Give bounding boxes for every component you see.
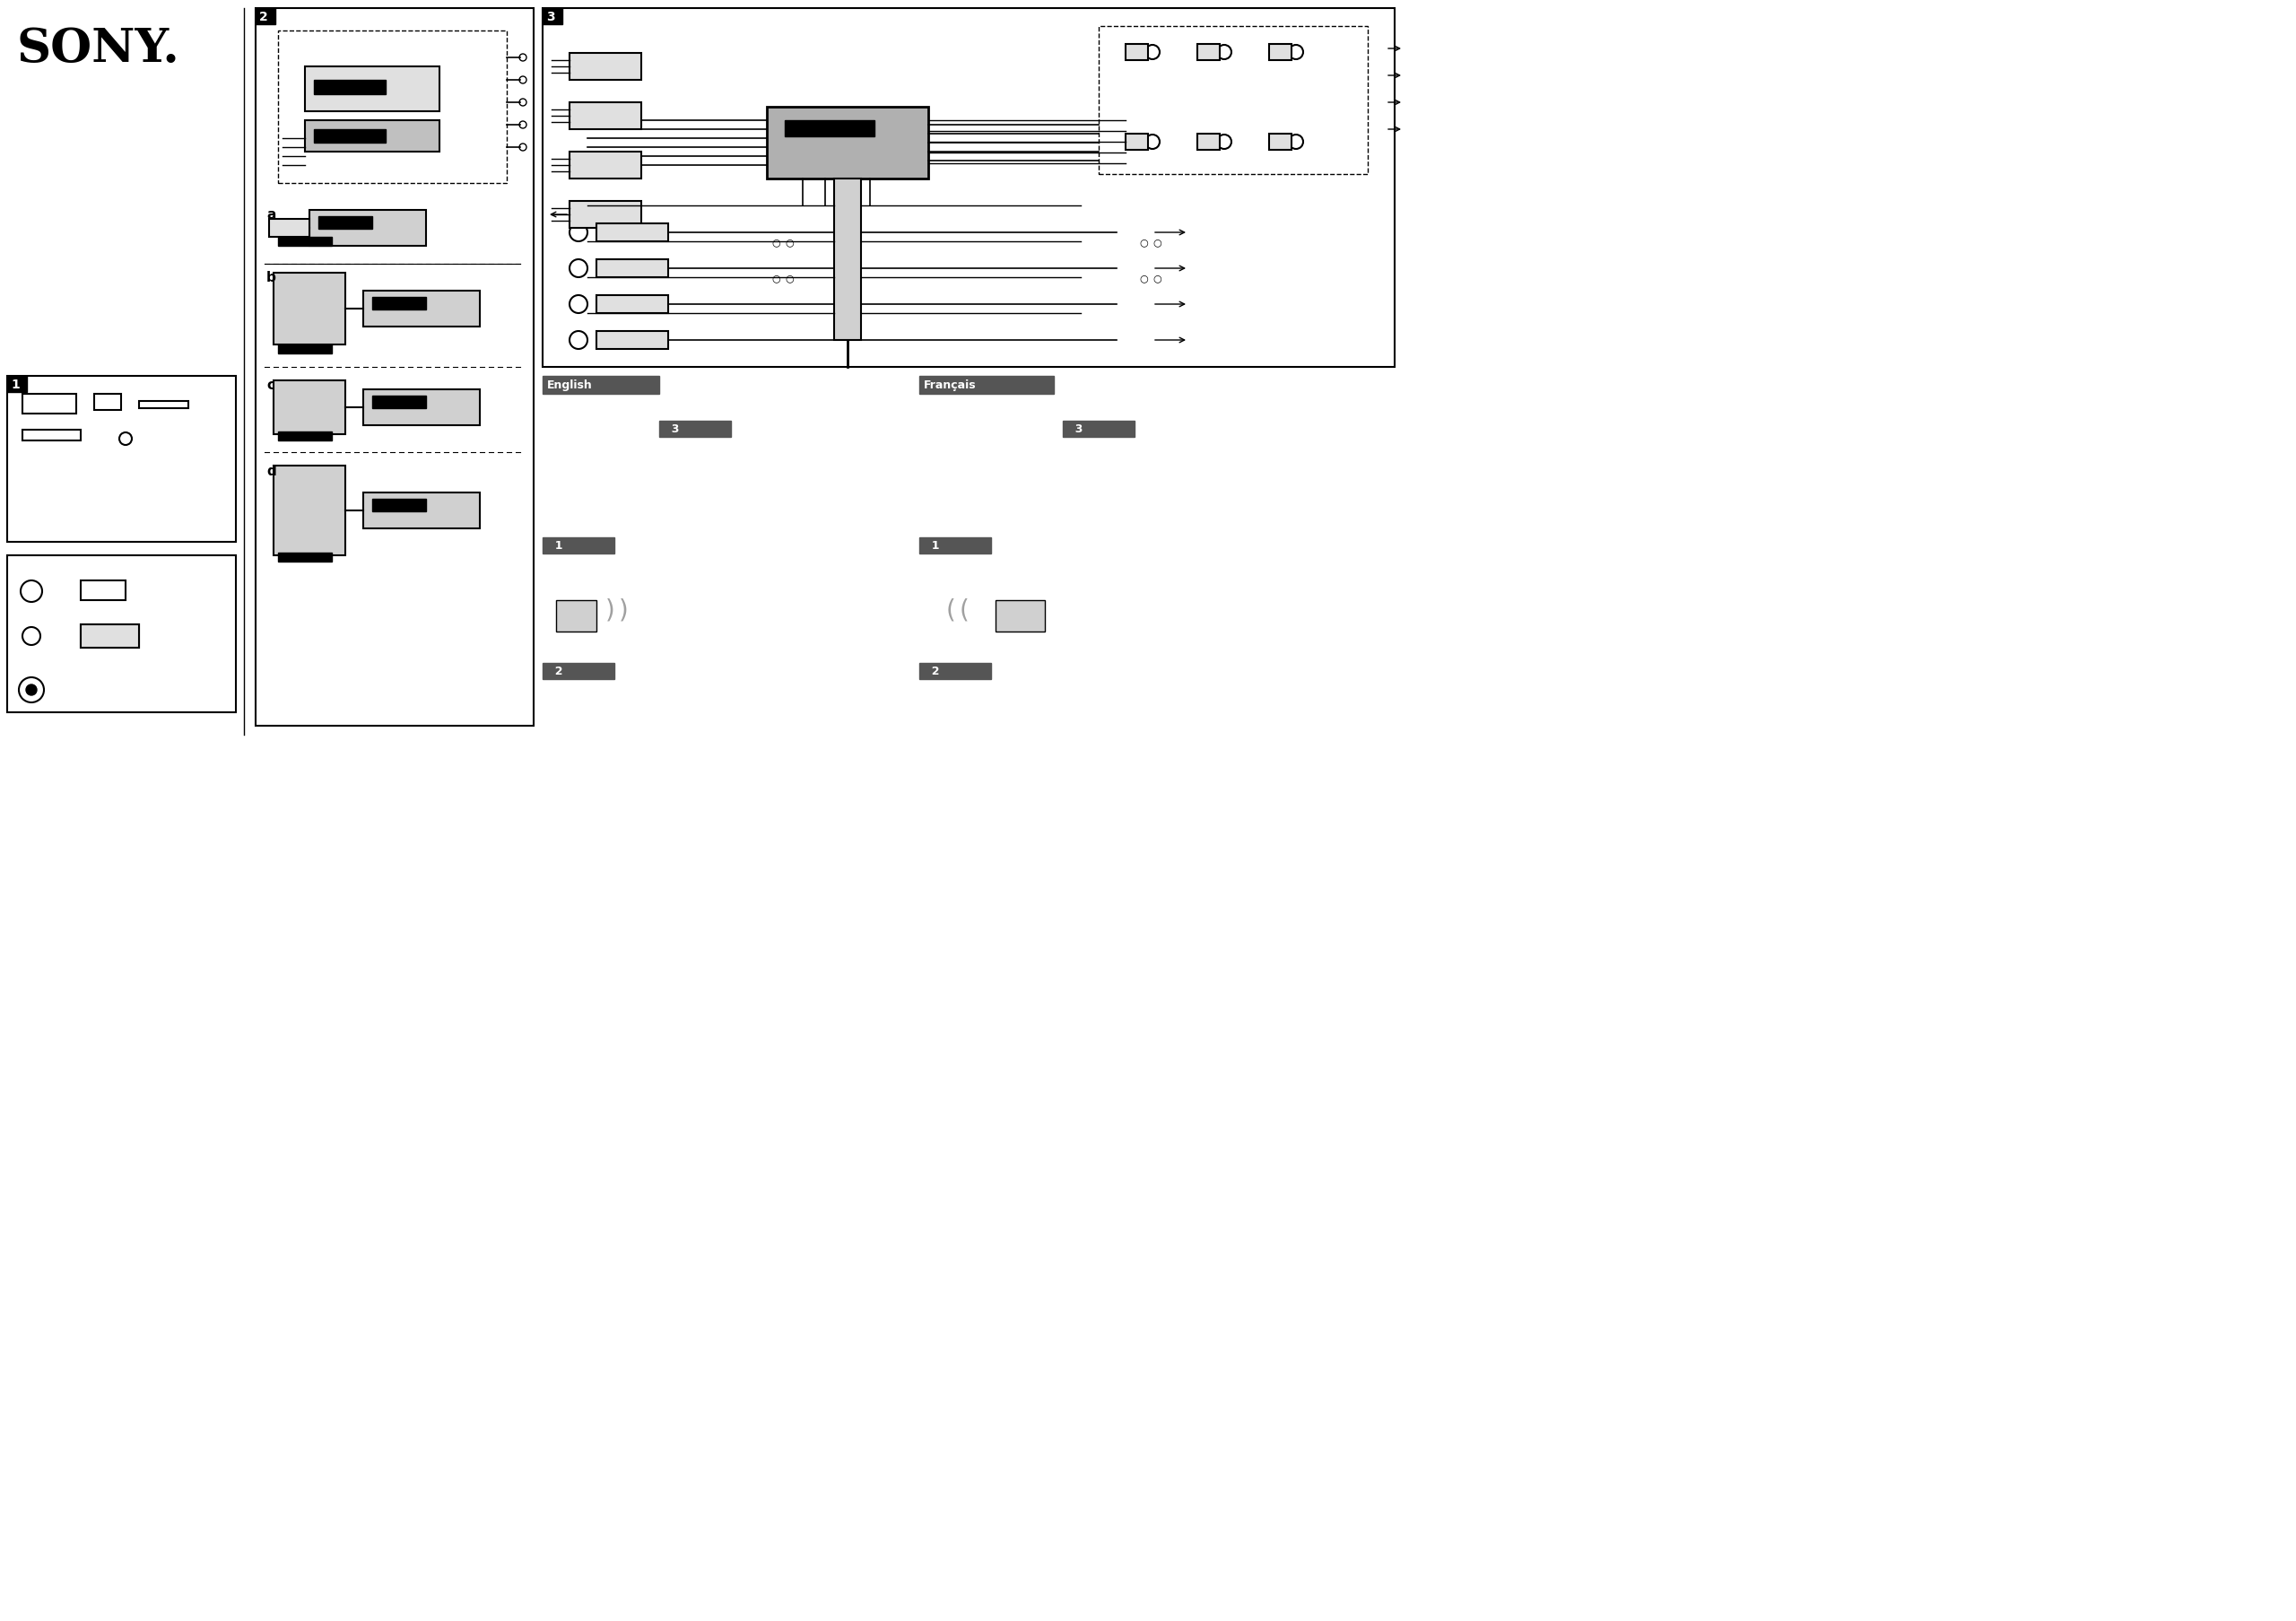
Text: b: b [266,271,276,285]
Bar [273,467,344,556]
Bar [569,201,641,229]
Bar [1063,421,1134,438]
Bar [542,376,659,394]
Polygon shape [996,601,1045,632]
Bar [372,396,427,408]
Bar [542,663,615,679]
Bar [255,10,276,24]
Text: Français: Français [923,379,976,391]
Text: 1: 1 [923,540,939,551]
Bar [315,81,386,96]
Bar [80,580,126,601]
Text: ○: ○ [1153,238,1162,246]
Bar [551,564,677,650]
Bar [1270,135,1293,151]
Text: ○: ○ [771,238,781,246]
Text: d: d [266,464,276,478]
Bar [1125,45,1148,62]
Bar [255,10,533,726]
Text: ○: ○ [1139,274,1148,282]
Text: ○: ○ [771,274,781,282]
Text: ○: ○ [1153,274,1162,282]
Bar [569,152,641,180]
Bar [767,107,928,180]
Text: 1: 1 [11,378,18,391]
Bar [310,211,427,246]
Text: 3: 3 [1068,423,1084,436]
Bar [918,663,992,679]
Bar [569,53,641,81]
Text: c: c [266,379,276,392]
Bar [315,130,386,143]
Bar [363,493,480,528]
Text: (: ( [960,597,969,622]
Text: ○: ○ [1139,238,1148,246]
Bar [372,298,427,310]
Bar [1270,45,1293,62]
Polygon shape [556,601,597,632]
Bar [542,10,563,24]
Bar [1125,135,1148,151]
Text: 1: 1 [546,540,563,551]
Text: SONY.: SONY. [16,26,179,73]
Bar [80,626,140,648]
Bar [273,381,344,434]
Bar [23,394,76,415]
Bar [1100,28,1368,175]
Text: 3: 3 [546,11,556,23]
Text: a: a [266,209,276,222]
Bar [7,376,28,392]
Text: 2: 2 [546,666,563,678]
Bar [1196,45,1219,62]
Bar [918,376,1054,394]
Text: ): ) [620,597,629,622]
Bar [94,394,122,410]
Text: 3: 3 [664,423,680,436]
Bar [140,402,188,408]
Bar [363,391,480,426]
Bar [833,180,861,340]
Bar [269,220,310,238]
Bar [278,31,507,183]
Bar [542,538,615,554]
Text: 2: 2 [259,11,269,23]
Bar [597,297,668,314]
Bar [569,104,641,130]
Text: ): ) [606,597,615,622]
Text: 2: 2 [923,666,939,678]
Bar [372,499,427,512]
Bar [918,538,992,554]
Text: (: ( [946,597,955,622]
Bar [80,626,140,648]
Bar [305,122,439,152]
Bar [7,376,236,543]
Bar [659,421,730,438]
Bar [278,433,333,441]
Bar [305,66,439,112]
Bar [1196,135,1219,151]
Bar [785,122,875,138]
Bar [319,217,372,230]
Bar [597,259,668,277]
Bar [597,224,668,242]
Bar [363,292,480,327]
Bar [278,345,333,353]
Bar [23,430,80,441]
Bar [542,10,1394,368]
Bar [273,274,344,345]
Text: English: English [546,379,592,391]
Circle shape [25,686,37,695]
Bar [278,238,333,246]
Text: ○: ○ [785,274,794,282]
Bar [597,332,668,350]
Bar [278,553,333,562]
Text: ○: ○ [785,238,794,246]
Bar [7,556,236,713]
